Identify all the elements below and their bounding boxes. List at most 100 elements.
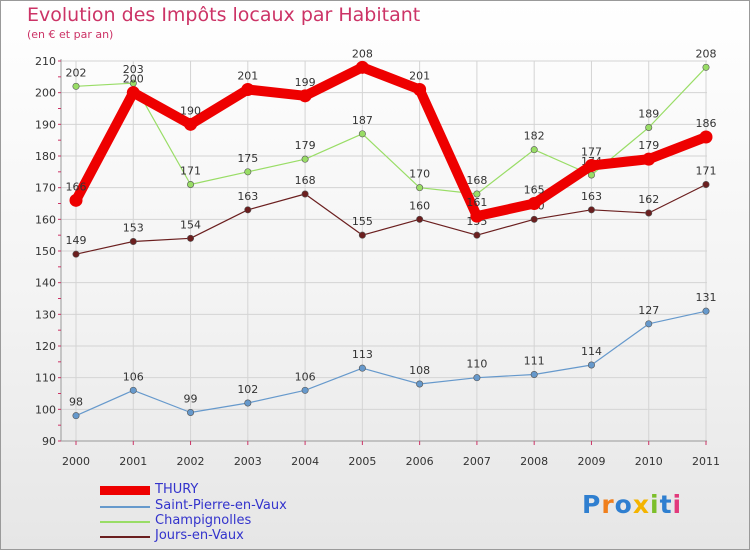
data-point-thury <box>584 159 598 172</box>
data-label-thury: 201 <box>409 70 430 83</box>
data-label-champignolles: 168 <box>466 174 487 187</box>
logo-letter: r <box>601 490 615 519</box>
x-tick-label: 2003 <box>234 455 262 468</box>
logo-letter: o <box>614 490 633 519</box>
x-tick-label: 2002 <box>177 455 205 468</box>
data-point-thury <box>241 83 255 96</box>
legend-label-champignolles: Champignolles <box>155 513 252 528</box>
legend-swatch-thury <box>100 486 150 495</box>
x-tick-label: 2000 <box>62 455 90 468</box>
series-line-thury <box>71 62 711 222</box>
y-tick-label: 210 <box>35 55 56 68</box>
data-label-thury: 201 <box>237 70 258 83</box>
data-point-jours-en-vaux <box>702 181 710 189</box>
chart-title: Evolution des Impôts locaux par Habitant <box>27 4 421 26</box>
data-point-jours-en-vaux <box>187 234 195 242</box>
proxiti-logo: Proxiti <box>582 490 682 519</box>
data-label-champignolles: 182 <box>524 130 545 143</box>
data-point-champignolles <box>530 146 538 154</box>
data-point-jours-en-vaux <box>358 231 366 239</box>
data-point-thury <box>642 152 656 166</box>
data-point-saint-pierre-en-vaux <box>187 408 195 416</box>
data-label-champignolles: 171 <box>180 165 201 178</box>
x-tick-label: 2007 <box>463 455 491 468</box>
logo-letter: t <box>659 490 673 519</box>
x-tick-label: 2009 <box>577 455 605 468</box>
y-tick-label: 150 <box>35 245 56 258</box>
data-point-saint-pierre-en-vaux <box>587 361 595 369</box>
data-point-saint-pierre-en-vaux <box>301 386 309 394</box>
data-point-champignolles <box>72 82 80 90</box>
logo-letter: P <box>582 490 602 519</box>
logo-letter: i <box>672 490 683 519</box>
data-point-champignolles <box>244 168 252 176</box>
data-point-saint-pierre-en-vaux <box>129 386 137 394</box>
data-label-jours-en-vaux: 163 <box>581 190 602 203</box>
y-tick-label: 110 <box>35 372 56 385</box>
data-label-jours-en-vaux: 155 <box>352 215 373 228</box>
data-label-thury: 199 <box>295 76 316 89</box>
data-label-saint-pierre-en-vaux: 110 <box>466 358 487 371</box>
data-label-saint-pierre-en-vaux: 114 <box>581 345 602 358</box>
data-point-champignolles <box>187 181 195 189</box>
legend-swatch-champignolles <box>100 521 150 523</box>
data-label-saint-pierre-en-vaux: 102 <box>237 383 258 396</box>
data-label-saint-pierre-en-vaux: 106 <box>295 370 316 383</box>
data-label-thury: 208 <box>352 47 373 60</box>
y-tick-label: 100 <box>35 403 56 416</box>
x-tick-label: 2005 <box>348 455 376 468</box>
data-label-saint-pierre-en-vaux: 106 <box>123 370 144 383</box>
logo-letter: x <box>632 490 650 519</box>
logo-letter: i <box>650 490 660 519</box>
x-tick-label: 2008 <box>520 455 548 468</box>
data-point-jours-en-vaux <box>301 190 309 198</box>
data-point-jours-en-vaux <box>244 206 252 214</box>
data-label-champignolles: 202 <box>66 66 87 79</box>
series-line-jours-en-vaux <box>75 183 707 255</box>
y-tick-label: 170 <box>35 182 56 195</box>
data-point-jours-en-vaux <box>129 238 137 246</box>
data-label-thury: 190 <box>180 104 201 117</box>
data-label-saint-pierre-en-vaux: 113 <box>352 348 373 361</box>
data-point-saint-pierre-en-vaux <box>244 399 252 407</box>
legend-label-jours-en-vaux: Jours-en-Vaux <box>155 528 244 543</box>
legend-label-saint-pierre-en-vaux: Saint-Pierre-en-Vaux <box>155 498 287 513</box>
data-label-saint-pierre-en-vaux: 98 <box>69 396 83 409</box>
series-champignolles: 202203171175179187170168182174189208 <box>66 47 717 198</box>
y-tick-label: 160 <box>35 213 56 226</box>
data-point-jours-en-vaux <box>530 215 538 223</box>
data-label-jours-en-vaux: 160 <box>409 199 430 212</box>
data-point-thury <box>69 193 83 207</box>
data-point-saint-pierre-en-vaux <box>702 307 710 315</box>
data-label-saint-pierre-en-vaux: 131 <box>696 291 717 304</box>
data-point-jours-en-vaux <box>416 215 424 223</box>
data-label-champignolles: 179 <box>295 139 316 152</box>
x-tick-label: 2001 <box>119 455 147 468</box>
data-label-thury: 177 <box>581 146 602 159</box>
data-point-thury <box>126 86 140 100</box>
data-label-champignolles: 175 <box>237 152 258 165</box>
data-point-thury <box>184 117 198 131</box>
data-point-jours-en-vaux <box>473 231 481 239</box>
data-label-jours-en-vaux: 163 <box>237 190 258 203</box>
data-label-saint-pierre-en-vaux: 99 <box>184 393 198 406</box>
legend-label-thury: THURY <box>155 482 199 497</box>
data-point-thury <box>413 83 427 96</box>
data-label-champignolles: 203 <box>123 63 144 76</box>
data-label-thury: 165 <box>524 184 545 197</box>
data-point-thury <box>527 197 541 210</box>
series-jours-en-vaux: 149153154163168155160155160163162171 <box>66 165 717 258</box>
data-label-thury: 161 <box>466 196 487 209</box>
data-point-champignolles <box>358 130 366 138</box>
data-label-thury: 186 <box>696 117 717 130</box>
data-point-saint-pierre-en-vaux <box>645 320 653 328</box>
data-point-thury <box>355 60 369 74</box>
y-tick-label: 190 <box>35 118 56 131</box>
y-tick-label: 140 <box>35 277 56 290</box>
series-line-champignolles <box>75 66 707 195</box>
y-tick-label: 90 <box>42 435 56 448</box>
data-label-jours-en-vaux: 154 <box>180 218 201 231</box>
y-tick-label: 120 <box>35 340 56 353</box>
